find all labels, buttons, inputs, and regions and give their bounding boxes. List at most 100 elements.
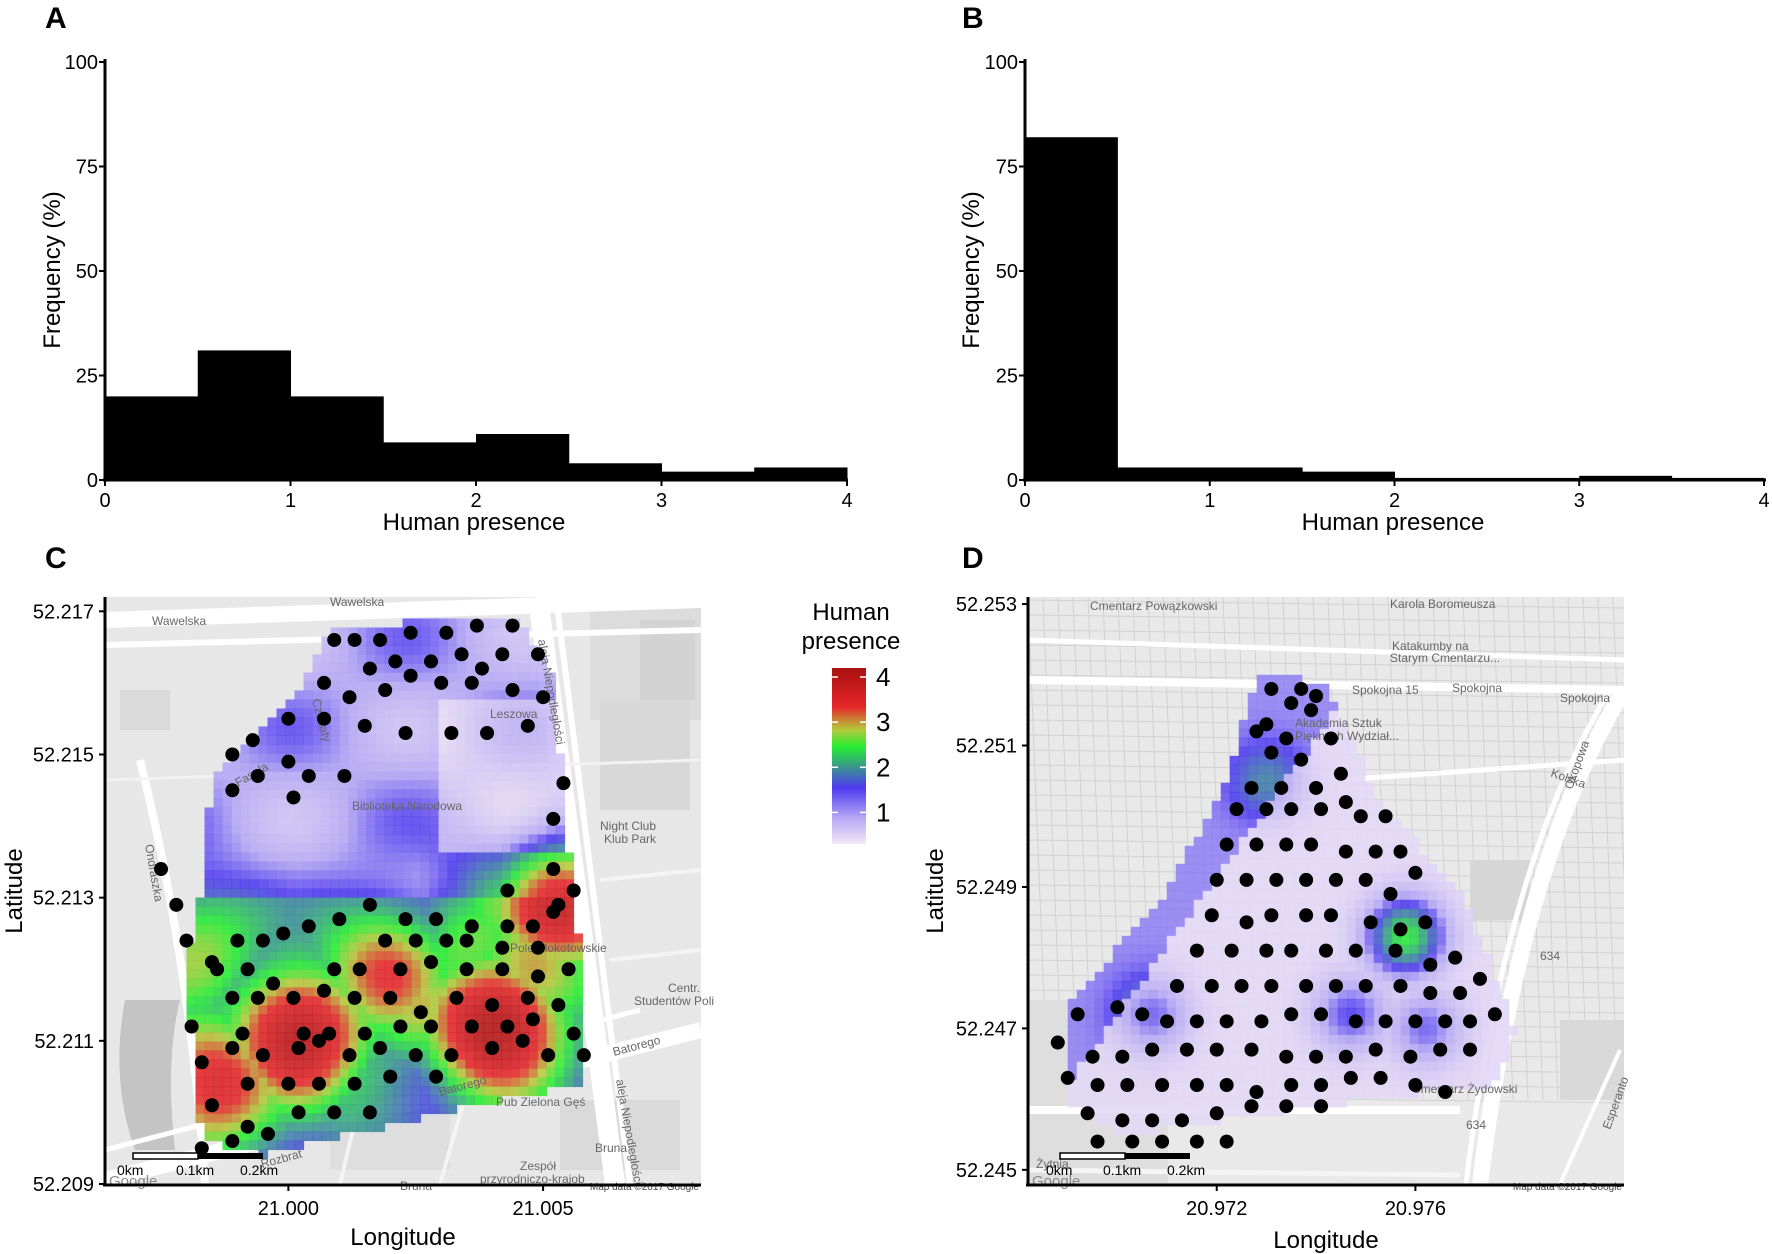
panel-d-heat-cell <box>1094 1007 1105 1018</box>
panel-d-heat-cell <box>1265 890 1276 901</box>
panel-c-heat-cell <box>492 816 503 827</box>
panel-d-heat-cell <box>1085 1007 1096 1018</box>
panel-d-heat-cell <box>1418 1016 1429 1027</box>
panel-letter-d: D <box>962 542 984 575</box>
panel-c-heat-cell <box>429 771 440 782</box>
panel-c-heat-cell <box>393 906 404 917</box>
panel-c-heat-cell <box>564 870 575 881</box>
panel-c-heat-cell <box>510 987 521 998</box>
panel-d-sample-point <box>1115 1049 1130 1064</box>
panel-d-heat-cell <box>1202 1025 1213 1036</box>
panel-d-sample-point <box>1264 681 1279 696</box>
panel-d-heat-cell <box>1265 1025 1276 1036</box>
panel-c-heat-cell <box>501 897 512 908</box>
panel-c-heat-cell <box>231 825 242 836</box>
panel-d-heat-cell <box>1472 962 1483 973</box>
panel-d-heat-cell <box>1193 872 1204 883</box>
panel-d-heat-cell <box>1175 998 1186 1009</box>
panel-c-heat-cell <box>321 852 332 863</box>
panel-c-heat-cell <box>456 1059 467 1070</box>
panel-d-heat-cell <box>1472 1007 1483 1018</box>
panel-c-heat-cell <box>402 690 413 701</box>
panel-d-heat-cell <box>1328 899 1339 910</box>
panel-c-heat-cell <box>294 942 305 953</box>
panel-c-heat-cell <box>456 735 467 746</box>
panel-c-heat-cell <box>447 942 458 953</box>
panel-c-heat-cell <box>528 780 539 791</box>
panel-c-heat-cell <box>456 924 467 935</box>
panel-c-heat-cell <box>483 861 494 872</box>
panel-c-heat-cell <box>510 1059 521 1070</box>
panel-c-heat-cell <box>420 645 431 656</box>
panel-d-heat-cell <box>1490 980 1501 991</box>
panel-c-heat-cell <box>375 1032 386 1043</box>
panel-c-heat-cell <box>240 1095 251 1106</box>
panel-d-heat-cell <box>1310 755 1321 766</box>
panel-c-heat-cell <box>249 1113 260 1124</box>
panel-d-heat-cell <box>1220 872 1231 883</box>
panel-c-heat-cell <box>204 969 215 980</box>
panel-c-heat-cell <box>204 996 215 1007</box>
panel-c-heat-cell <box>204 1005 215 1016</box>
panel-c-heat-cell <box>303 1077 314 1088</box>
panel-c-heat-cell <box>429 753 440 764</box>
panel-c-heat-cell <box>393 1077 404 1088</box>
panel-c-heat-cell <box>492 636 503 647</box>
panel-d-heat-cell <box>1418 899 1429 910</box>
panel-c-heat-cell <box>528 834 539 845</box>
panel-d-heat-cell <box>1139 989 1150 1000</box>
panel-c-heat-cell <box>492 753 503 764</box>
panel-d-heat-cell <box>1157 899 1168 910</box>
panel-c-heat-cell <box>420 1086 431 1097</box>
panel-c-heat-cell <box>501 789 512 800</box>
panel-c-heat-cell <box>456 834 467 845</box>
panel-d-heat-cell <box>1220 1034 1231 1045</box>
panel-a-y-tick-label: 25 <box>76 366 98 388</box>
panel-c-sample-point <box>378 683 393 698</box>
panel-c-heat-cell <box>267 1050 278 1061</box>
panel-d-heat-cell <box>1265 863 1276 874</box>
panel-c-heat-cell <box>240 906 251 917</box>
panel-c-heat-cell <box>411 789 422 800</box>
panel-c-heat-cell <box>348 762 359 773</box>
panel-d-heat-cell <box>1220 791 1231 802</box>
panel-d-heat-cell <box>1121 980 1132 991</box>
panel-d-heat-cell <box>1247 818 1258 829</box>
panel-d-heat-cell <box>1346 764 1357 775</box>
panel-c-heat-cell <box>510 798 521 809</box>
panel-c-heat-cell <box>528 762 539 773</box>
panel-c-heat-cell <box>267 1068 278 1079</box>
panel-c-heat-cell <box>375 924 386 935</box>
panel-c-heat-cell <box>321 1095 332 1106</box>
panel-d-heat-cell <box>1292 1043 1303 1054</box>
panel-d-heat-cell <box>1382 1079 1393 1090</box>
panel-c-heat-cell <box>249 1095 260 1106</box>
panel-d-heat-cell <box>1355 1052 1366 1063</box>
panel-c-heat-cell <box>222 951 233 962</box>
panel-d-heat-cell <box>1256 854 1267 865</box>
panel-d-heat-cell <box>1247 971 1258 982</box>
panel-d-sample-point <box>1224 943 1239 958</box>
panel-c-heat-cell <box>456 870 467 881</box>
panel-d-heat-cell <box>1202 962 1213 973</box>
panel-c-heat-cell <box>204 1068 215 1079</box>
panel-d-heat-cell <box>1256 899 1267 910</box>
panel-c-heat-cell <box>393 825 404 836</box>
panel-c-heat-cell <box>312 1005 323 1016</box>
panel-c-heat-cell <box>258 762 269 773</box>
panel-d-heat-cell <box>1283 827 1294 838</box>
panel-d-heat-cell <box>1328 836 1339 847</box>
panel-d-heat-cell <box>1274 1016 1285 1027</box>
panel-c-heat-cell <box>258 951 269 962</box>
panel-d-heat-cell <box>1400 1061 1411 1072</box>
panel-c-sample-point <box>408 933 423 948</box>
panel-d-heat-cell <box>1184 1016 1195 1027</box>
panel-c-heat-cell <box>276 1032 287 1043</box>
panel-c-heat-cell <box>285 1032 296 1043</box>
panel-d-heat-cell <box>1148 971 1159 982</box>
panel-d-heat-cell <box>1310 863 1321 874</box>
panel-c-heat-cell <box>285 951 296 962</box>
panel-c-heat-cell <box>330 1032 341 1043</box>
panel-d-heat-cell <box>1085 1079 1096 1090</box>
panel-c-heat-cell <box>222 816 233 827</box>
